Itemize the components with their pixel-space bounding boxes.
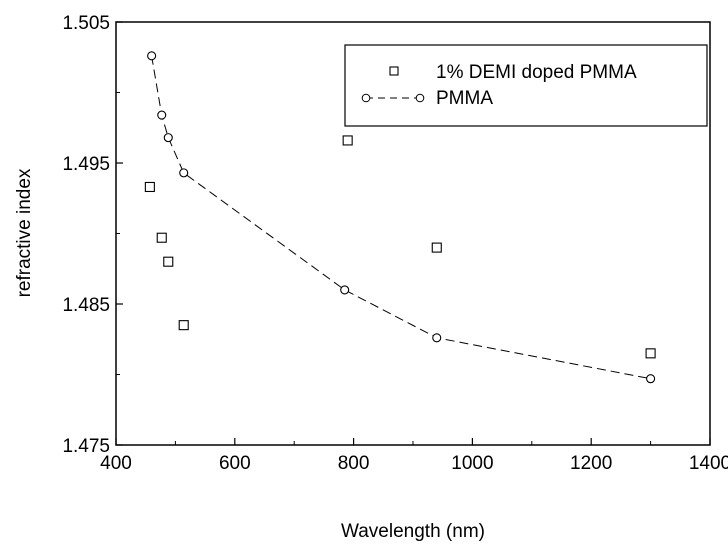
y-tick-label: 1.485	[62, 295, 110, 316]
y-axis-title: refractive index	[14, 168, 35, 297]
legend-label-doped: 1% DEMI doped PMMA	[436, 62, 637, 83]
legend-square-marker	[389, 66, 399, 76]
y-tick-label: 1.495	[62, 154, 110, 175]
x-tick-label: 1200	[570, 453, 612, 474]
pmma-point	[340, 285, 350, 295]
legend: 1% DEMI doped PMMA PMMA	[344, 44, 708, 127]
doped-pmma-point	[178, 320, 189, 331]
x-axis-title: Wavelength (nm)	[341, 521, 485, 542]
legend-label-pmma: PMMA	[436, 88, 493, 109]
pmma-point	[646, 374, 656, 384]
pmma-point	[157, 110, 167, 120]
doped-pmma-point	[645, 348, 656, 359]
pmma-point	[147, 51, 157, 61]
y-tick-label: 1.475	[62, 436, 110, 457]
y-tick-label: 1.505	[62, 13, 110, 34]
x-tick-label: 1400	[689, 453, 728, 474]
x-axis: 400 600 800 1000 1200 1400	[100, 438, 728, 474]
x-tick-label: 1000	[451, 453, 493, 474]
series-layer	[144, 51, 656, 384]
x-tick-label: 400	[100, 453, 132, 474]
plot-area	[115, 21, 711, 446]
y-axis: 1.475 1.485 1.495 1.505	[62, 13, 123, 457]
pmma-point	[179, 168, 189, 178]
series-line-pmma	[151, 55, 651, 380]
doped-pmma-point	[163, 256, 174, 267]
doped-pmma-point	[342, 135, 353, 146]
x-tick-label: 800	[338, 453, 370, 474]
x-tick-label: 600	[219, 453, 251, 474]
doped-pmma-point	[156, 232, 167, 243]
doped-pmma-point	[144, 181, 155, 193]
pmma-point	[163, 133, 173, 143]
legend-circle-marker-right	[415, 93, 425, 103]
legend-circle-marker-left	[361, 93, 371, 103]
legend-box	[344, 44, 708, 127]
doped-pmma-point	[431, 242, 442, 253]
pmma-point	[432, 333, 442, 343]
